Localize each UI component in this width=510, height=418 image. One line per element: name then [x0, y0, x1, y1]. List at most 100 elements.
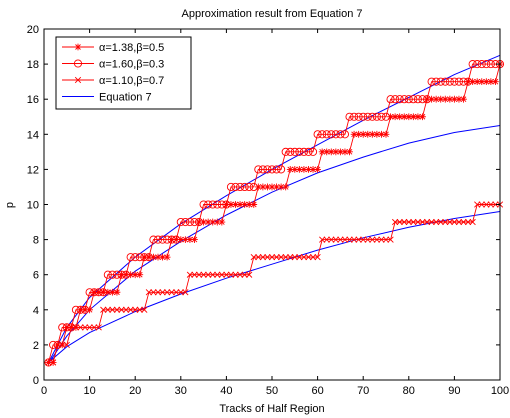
data-point	[359, 112, 368, 121]
x-tick-label: 10	[83, 385, 95, 397]
data-point	[405, 113, 413, 121]
equation-7-curve	[48, 211, 501, 363]
data-point	[469, 218, 476, 226]
data-point	[377, 112, 386, 121]
data-point	[455, 95, 463, 103]
data-point	[81, 324, 89, 331]
data-point	[286, 147, 295, 156]
data-point	[295, 166, 303, 173]
data-point	[386, 95, 395, 104]
data-point	[71, 305, 80, 314]
y-tick-label: 0	[33, 375, 39, 387]
data-point	[446, 218, 453, 226]
data-point	[227, 271, 235, 278]
data-point	[62, 323, 71, 332]
data-point	[428, 95, 435, 103]
y-tick-label: 2	[33, 340, 39, 352]
series-line	[48, 63, 500, 363]
data-point	[236, 201, 244, 208]
data-point	[135, 253, 144, 262]
data-point	[99, 288, 108, 297]
data-point	[341, 148, 349, 156]
data-point	[441, 95, 449, 103]
data-point	[391, 95, 400, 104]
data-point	[181, 236, 189, 243]
data-point	[378, 130, 385, 138]
data-point	[214, 271, 221, 278]
data-point	[191, 271, 198, 278]
data-point	[437, 95, 445, 103]
data-point	[423, 218, 431, 226]
data-point	[378, 236, 385, 243]
data-point	[486, 60, 495, 69]
data-point	[231, 182, 240, 191]
data-point	[314, 166, 321, 173]
data-point	[286, 166, 294, 173]
data-point	[86, 306, 93, 314]
data-point	[427, 77, 436, 86]
data-point	[477, 60, 486, 69]
data-point	[445, 77, 454, 86]
data-point	[272, 165, 281, 174]
data-point	[313, 130, 322, 139]
data-point	[282, 183, 290, 191]
data-point	[246, 271, 253, 278]
data-point	[345, 112, 354, 121]
data-point	[173, 289, 180, 296]
data-point	[391, 113, 399, 121]
data-point	[455, 218, 463, 226]
data-point	[236, 271, 244, 278]
data-point	[350, 130, 358, 138]
data-point	[368, 112, 377, 121]
legend: α=1.38,β=0.5 α=1.60,β=0.3 α=1.10,β=0.7 Equa…	[55, 36, 192, 110]
data-point	[336, 130, 345, 139]
data-point	[363, 112, 372, 121]
data-point	[322, 130, 331, 139]
data-point	[232, 271, 239, 278]
data-point	[68, 324, 75, 331]
data-point	[404, 95, 413, 104]
data-point	[117, 270, 126, 279]
data-point	[373, 130, 381, 138]
data-point	[305, 254, 312, 261]
data-point	[109, 306, 116, 313]
data-point	[469, 78, 477, 86]
data-point	[264, 254, 271, 261]
data-point	[209, 271, 216, 278]
data-point	[318, 148, 326, 156]
data-point	[209, 218, 217, 226]
data-point	[450, 77, 459, 86]
data-point	[177, 236, 185, 243]
data-point	[72, 324, 80, 331]
data-point	[222, 200, 231, 209]
x-tick-label: 60	[311, 385, 323, 397]
data-point	[396, 113, 404, 121]
data-point	[80, 305, 90, 314]
data-point	[392, 218, 399, 226]
data-point	[164, 289, 171, 296]
data-point	[446, 95, 454, 103]
data-point	[172, 235, 181, 244]
data-point	[122, 306, 130, 313]
data-point	[273, 254, 280, 261]
data-point	[245, 201, 253, 208]
data-point	[360, 236, 367, 243]
data-point	[482, 78, 490, 86]
x-axis: 0 10 20 30 40 50 60 70 80 90 100	[41, 29, 509, 397]
data-point	[473, 60, 482, 69]
x-tick-label: 0	[41, 385, 47, 397]
data-point	[267, 165, 277, 174]
x-tick-label: 40	[220, 385, 232, 397]
data-point	[127, 271, 135, 279]
data-point	[63, 341, 70, 349]
legend-label: α=1.60,β=0.3	[99, 59, 164, 71]
data-point	[104, 288, 112, 296]
data-point	[108, 270, 117, 279]
data-point	[159, 289, 166, 296]
data-point	[368, 130, 376, 138]
data-point	[186, 271, 194, 278]
data-point	[136, 271, 144, 279]
data-point	[217, 200, 226, 209]
data-point	[337, 236, 344, 243]
data-point	[409, 113, 417, 121]
